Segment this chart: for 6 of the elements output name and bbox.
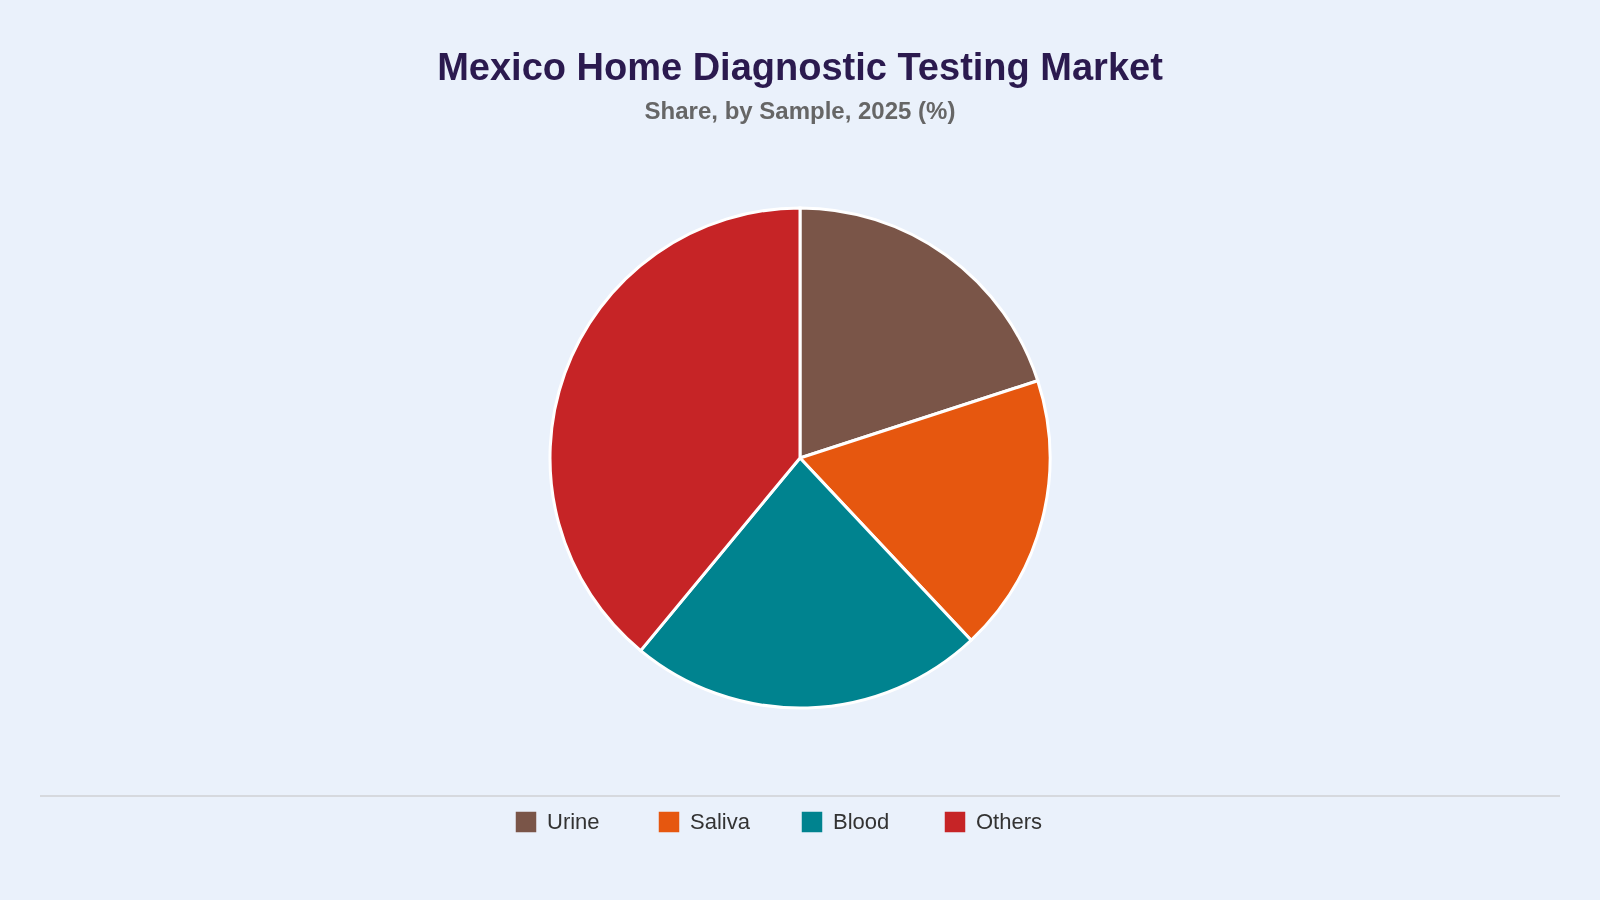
- legend-label: Urine: [547, 809, 600, 834]
- chart-subtitle: Share, by Sample, 2025 (%): [644, 97, 956, 124]
- legend-label: Saliva: [690, 809, 751, 834]
- chart-title: Mexico Home Diagnostic Testing Market: [437, 46, 1164, 88]
- legend-label: Others: [976, 809, 1043, 834]
- legend-label: Blood: [833, 809, 890, 834]
